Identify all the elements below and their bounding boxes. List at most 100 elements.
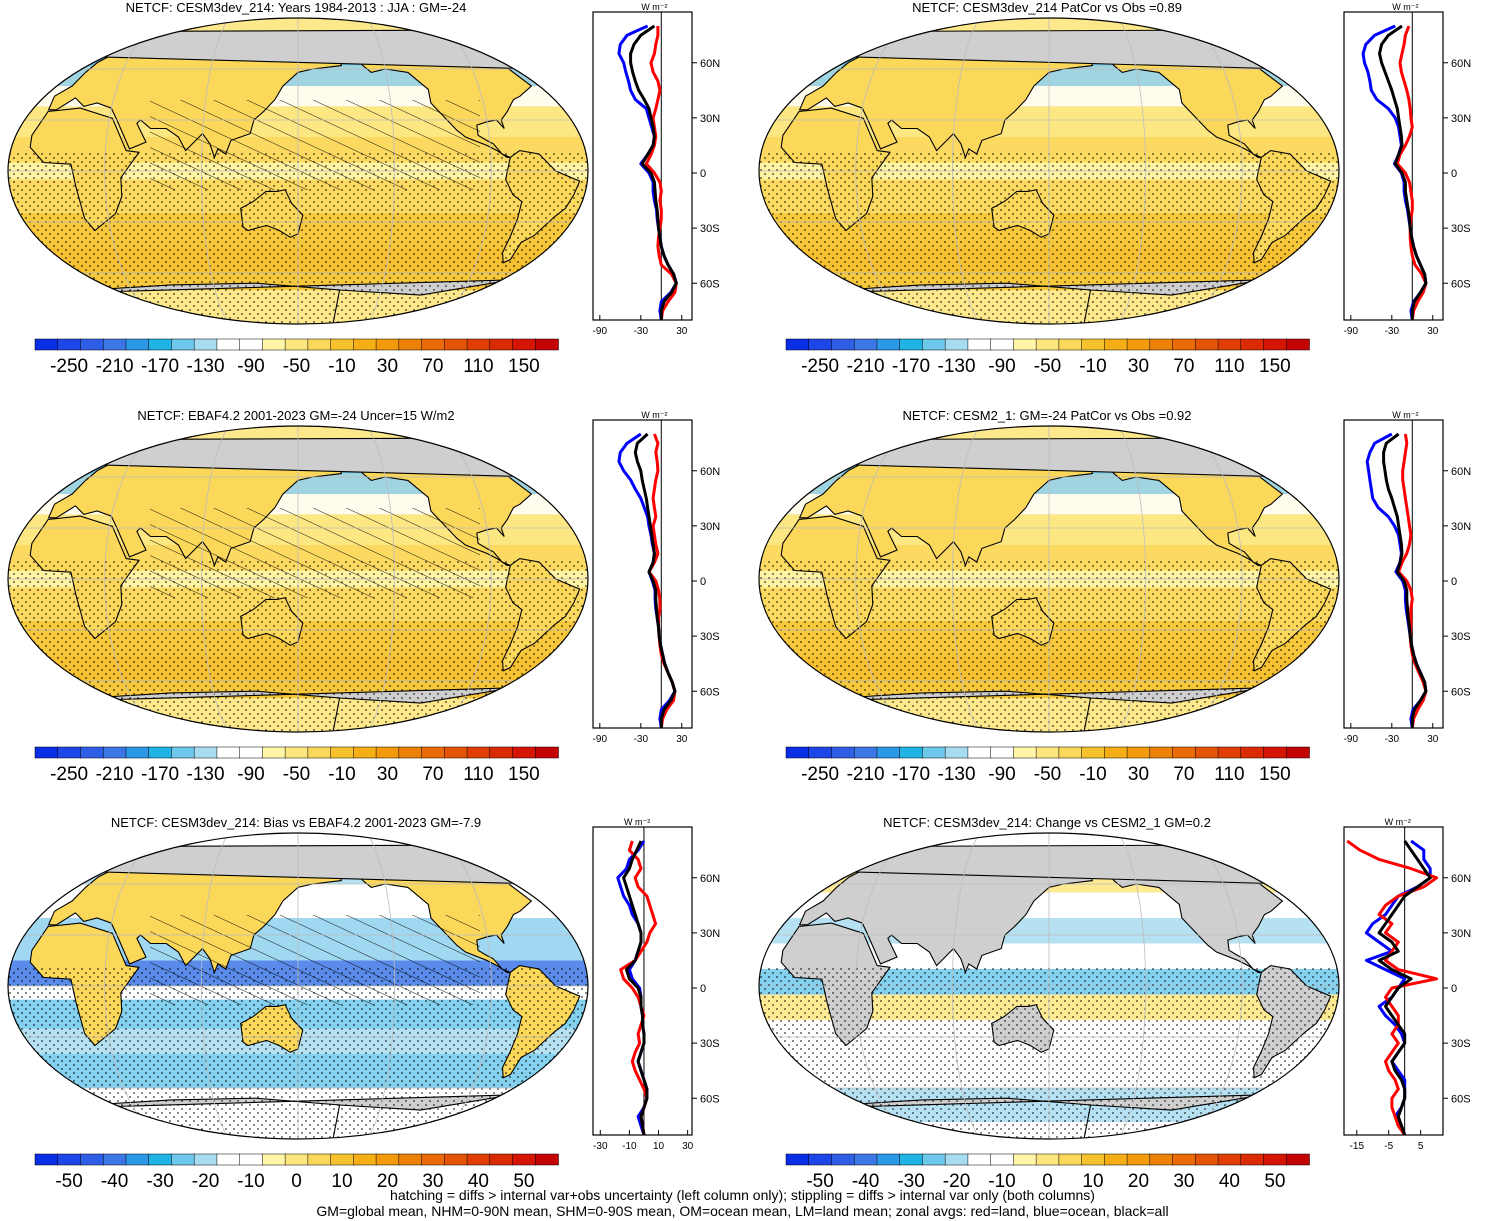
map: [8, 833, 588, 1139]
colorbar-swatch: [375, 1153, 400, 1166]
colorbar-swatch: [80, 338, 104, 351]
colorbar-swatch: [102, 1153, 127, 1166]
colorbar-label: -170: [892, 356, 930, 377]
unit-label: W m⁻²: [1392, 2, 1418, 12]
colorbar-swatch: [899, 1153, 924, 1166]
lat-tick-label: 30N: [1451, 113, 1471, 125]
panel-p6: NETCF: CESM3dev_214: Change vs CESM2_1 G…: [751, 815, 1485, 1220]
colorbar-swatch: [853, 1153, 878, 1166]
colorbar-swatch: [330, 746, 355, 759]
colorbar-swatch: [1217, 746, 1242, 759]
colorbar-swatch: [785, 338, 810, 351]
colorbar-label: -210: [847, 356, 885, 377]
colorbar-swatch: [944, 1153, 969, 1166]
colorbar-label: 70: [1173, 356, 1194, 377]
panel-p3: NETCF: EBAF4.2 2001-2023 GM=-24 Uncer=15…: [0, 408, 742, 813]
colorbar-label: 70: [1173, 764, 1194, 785]
colorbar-swatch: [1263, 746, 1288, 759]
colorbar-label: 20: [1128, 1171, 1149, 1192]
colorbar-swatch: [57, 1153, 82, 1166]
colorbar-label: -130: [938, 356, 976, 377]
map-border: [7, 17, 589, 325]
hatching: [150, 508, 480, 598]
colorbar-swatch: [239, 338, 264, 351]
hatching: [150, 100, 480, 190]
colorbar-swatch: [239, 746, 264, 759]
colorbar-swatch: [1058, 338, 1083, 351]
colorbar-label: -10: [328, 764, 355, 785]
colorbar-swatch: [375, 338, 400, 351]
colorbar-swatch: [535, 1153, 559, 1166]
colorbar-swatch: [193, 338, 218, 351]
colorbar-swatch: [808, 1153, 833, 1166]
colorbar-swatch: [1195, 746, 1219, 759]
panel-p5: NETCF: CESM3dev_214: Bias vs EBAF4.2 200…: [0, 815, 742, 1220]
lat-tick-label: 60N: [1451, 873, 1471, 885]
colorbar-swatch: [57, 338, 82, 351]
colorbar-swatch: [444, 338, 468, 351]
colorbar-swatch: [967, 746, 992, 759]
lat-tick-label: 0: [1451, 983, 1457, 995]
profile-frame: [1343, 419, 1444, 729]
colorbar-label: -50: [1034, 764, 1061, 785]
graticule: [8, 18, 588, 324]
x-tick-label: 10: [653, 1141, 665, 1152]
colorbar-label: -170: [141, 356, 179, 377]
lat-tick-label: 30S: [700, 223, 720, 235]
colorbar-swatch: [1126, 746, 1151, 759]
colorbar-swatch: [1286, 338, 1310, 351]
colorbar-swatch: [353, 746, 377, 759]
colorbar-swatch: [489, 338, 514, 351]
x-tick-label: 30: [1427, 326, 1439, 337]
x-tick-label: -90: [1344, 734, 1359, 745]
colorbar-swatch: [1058, 1153, 1083, 1166]
profile-line-land: [644, 26, 678, 321]
colorbar-label: -20: [943, 1171, 970, 1192]
colorbar-swatch: [808, 338, 833, 351]
panel-p2: NETCF: CESM3dev_214 PatCor vs Obs =0.89 -…: [751, 0, 1485, 405]
colorbar-label: -30: [897, 1171, 924, 1192]
zonal-profile: 60N 30N 0 30S 60S -90 -30 30 W m⁻²: [1343, 410, 1471, 745]
x-tick-label: -90: [593, 734, 608, 745]
colorbar: -50 -40 -30 -20 -10 0 10 20 30 40 50: [34, 1153, 559, 1192]
colorbar-label: -90: [988, 356, 1015, 377]
lat-tick-label: 30S: [1451, 223, 1471, 235]
colorbar-swatch: [148, 1153, 173, 1166]
profile-frame: [592, 419, 693, 729]
colorbar-swatch: [876, 1153, 901, 1166]
colorbar-label: 150: [508, 356, 540, 377]
colorbar-swatch: [421, 746, 446, 759]
colorbar-label: -50: [1034, 356, 1061, 377]
colorbar-swatch: [1217, 338, 1242, 351]
panel-title: NETCF: CESM2_1: GM=-24 PatCor vs Obs =0.…: [902, 408, 1192, 423]
panel-title: NETCF: CESM3dev_214: Years 1984-2013 : J…: [125, 0, 467, 15]
x-tick-label: -30: [1385, 326, 1400, 337]
x-tick-label: -90: [1344, 326, 1359, 337]
lat-tick-label: 60N: [1451, 466, 1471, 478]
colorbar-label: -10: [328, 356, 355, 377]
colorbar-swatch: [1240, 746, 1265, 759]
profile-line-land: [1395, 25, 1428, 321]
colorbar-swatch: [1240, 1153, 1265, 1166]
colorbar-label: -50: [283, 764, 310, 785]
colorbar-swatch: [171, 746, 195, 759]
colorbar-label: -170: [141, 764, 179, 785]
lat-tick-label: 0: [1451, 168, 1457, 180]
colorbar-label: -10: [988, 1171, 1015, 1192]
colorbar-swatch: [1172, 746, 1197, 759]
colorbar-label: 30: [1128, 764, 1149, 785]
colorbar-label: 50: [513, 1171, 534, 1192]
colorbar-swatch: [1013, 338, 1037, 351]
colorbar-label: -10: [1079, 356, 1106, 377]
lat-tick-label: 60S: [1451, 1093, 1471, 1105]
panel-title: NETCF: EBAF4.2 2001-2023 GM=-24 Uncer=15…: [137, 408, 455, 423]
profile-line-all: [633, 432, 677, 728]
unit-label: W m⁻²: [624, 817, 650, 827]
colorbar-swatch: [967, 1153, 992, 1166]
colorbar-swatch: [922, 746, 946, 759]
colorbar-label: 150: [1259, 356, 1291, 377]
colorbar-swatch: [1195, 1153, 1219, 1166]
colorbar-swatch: [216, 338, 241, 351]
colorbar-label: 30: [1128, 356, 1149, 377]
colorbar-swatch: [1013, 746, 1037, 759]
